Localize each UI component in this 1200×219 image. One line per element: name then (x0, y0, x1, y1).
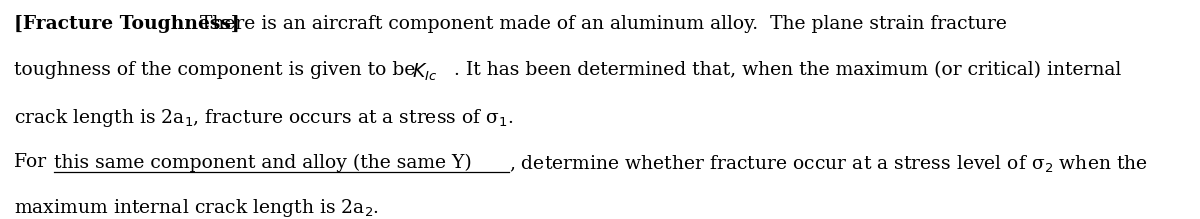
Text: crack length is 2a$_{1}$, fracture occurs at a stress of σ$_{1}$.: crack length is 2a$_{1}$, fracture occur… (14, 107, 514, 129)
Text: . It has been determined that, when the maximum (or critical) internal: . It has been determined that, when the … (454, 61, 1121, 79)
Text: [Fracture Toughness]: [Fracture Toughness] (14, 15, 240, 33)
Text: For: For (14, 153, 53, 171)
Text: , determine whether fracture occur at a stress level of σ$_{2}$ when the: , determine whether fracture occur at a … (509, 153, 1147, 175)
Text: maximum internal crack length is 2a$_{2}$.: maximum internal crack length is 2a$_{2}… (14, 197, 379, 219)
Text: $K_{Ic}$: $K_{Ic}$ (412, 61, 437, 83)
Text: this same component and alloy (the same Y): this same component and alloy (the same … (54, 153, 472, 171)
Text: There is an aircraft component made of an aluminum alloy.  The plane strain frac: There is an aircraft component made of a… (194, 15, 1007, 33)
Text: toughness of the component is given to be: toughness of the component is given to b… (14, 61, 421, 79)
